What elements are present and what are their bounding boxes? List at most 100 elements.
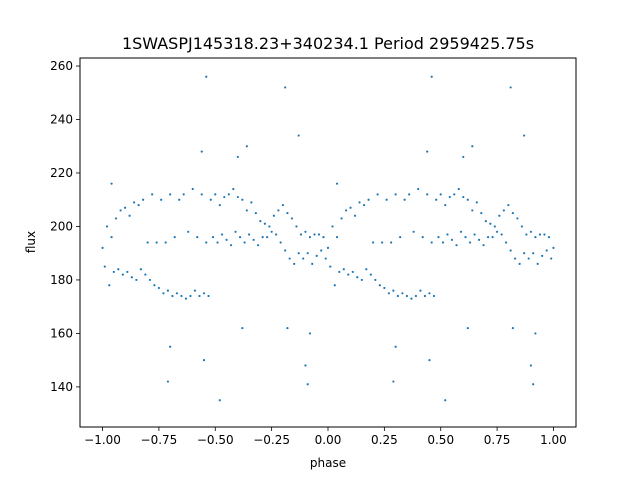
data-point [182,193,185,196]
data-point [187,230,190,233]
data-point [164,241,167,244]
data-point [333,284,336,287]
data-point [243,241,246,244]
data-point [270,230,273,233]
data-point [529,364,533,367]
x-tick-label: −0.50 [197,433,234,447]
data-point [189,294,192,298]
x-tick-label: −1.00 [84,433,121,447]
x-tick-label: 0.00 [315,433,342,447]
data-point [191,187,194,191]
data-point [198,294,201,298]
data-point [162,292,165,295]
data-point [403,198,406,201]
data-point [349,206,352,209]
data-point [223,195,226,199]
data-point [286,326,289,330]
data-point [144,273,147,276]
data-point [257,244,260,247]
data-point [123,206,127,209]
data-point [200,193,203,196]
data-point [155,241,158,244]
data-point [344,209,348,212]
data-point [205,75,208,78]
data-point [227,193,230,196]
data-point [338,270,341,274]
y-tick-label: 180 [50,273,73,287]
data-point [263,222,266,225]
data-point [538,233,542,236]
data-point [236,195,239,199]
data-point [392,380,395,383]
x-tick-label: 1.00 [540,433,567,447]
data-point [525,233,528,236]
data-point [401,292,404,295]
data-point [175,292,179,295]
data-point [304,230,307,233]
x-axis-ticks: −1.00 −0.75 −0.50 −0.25 0.00 0.25 0.50 0.75 1.00 [84,427,567,447]
data-point [331,225,334,228]
chart-title: 1SWASPJ145318.23+340234.1 Period 2959425… [122,34,534,53]
data-point [486,236,490,239]
data-point [552,246,555,249]
data-point [308,332,312,335]
data-point [394,345,397,348]
data-point [137,203,140,207]
data-point [207,294,210,298]
data-point [306,252,309,255]
data-point [178,198,181,201]
x-tick-label: −0.25 [253,433,290,447]
data-point [491,236,494,239]
data-point [414,294,418,298]
y-tick-label: 240 [50,113,73,127]
data-point [180,294,183,298]
data-point [277,209,280,212]
data-point [493,225,496,228]
data-point [284,249,287,252]
data-point [110,182,113,185]
data-point [408,193,411,196]
data-point [117,268,120,271]
data-point [421,236,424,239]
data-point [464,236,467,239]
data-point [374,278,377,282]
data-point [444,203,447,207]
data-point [471,145,474,148]
data-point [247,233,251,236]
data-point [272,214,275,217]
data-point [342,268,345,271]
data-point [412,230,415,233]
data-point [358,201,361,204]
data-point [550,257,553,260]
data-point [426,193,429,196]
data-point [541,254,544,257]
data-point [311,262,314,265]
data-point [351,270,354,274]
data-point [385,198,388,201]
data-point [214,193,217,196]
data-point [146,241,149,244]
data-point [500,233,503,236]
data-point [232,187,235,191]
data-point [360,278,363,282]
y-tick-label: 160 [50,326,73,340]
data-point [347,273,350,276]
data-point [371,241,375,244]
data-point [396,294,399,298]
data-point [119,209,122,212]
data-point [428,359,431,362]
data-point [369,273,372,276]
data-point [477,238,481,241]
data-point [225,238,228,241]
data-point [432,294,436,298]
data-point [218,203,221,207]
data-point [259,220,262,223]
data-point [297,134,300,137]
data-point [275,233,278,236]
data-point [254,211,257,215]
data-point [205,241,208,244]
data-point [148,278,151,282]
data-point [536,262,539,265]
data-point [139,268,142,271]
data-point [439,193,442,196]
